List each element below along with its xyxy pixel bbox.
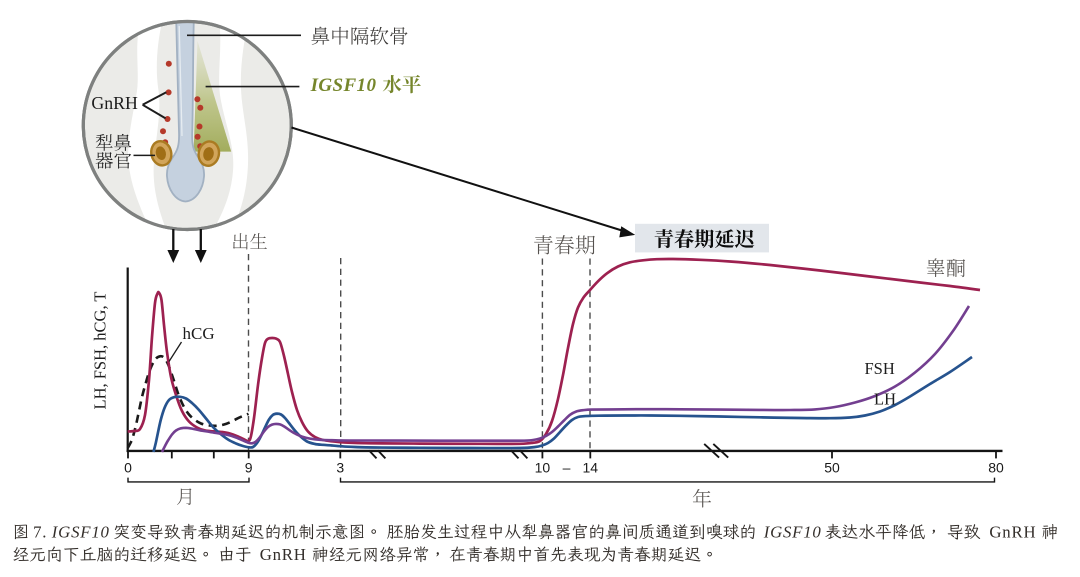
svg-text:14: 14 [583,460,599,476]
svg-text:–: – [563,460,571,476]
svg-text:10: 10 [535,460,551,476]
svg-text:GnRH: GnRH [989,523,1036,542]
svg-text:GnRH: GnRH [91,93,138,113]
svg-text:hCG: hCG [183,324,215,343]
svg-text:LH: LH [874,389,896,408]
svg-text:FSH: FSH [865,359,895,378]
svg-text:3: 3 [336,460,344,476]
svg-text:IGSF10: IGSF10 [310,75,377,96]
svg-text:9: 9 [245,460,253,476]
svg-text:7.: 7. [33,523,47,542]
svg-text:80: 80 [988,460,1004,476]
svg-text:LH, FSH, hCG, T: LH, FSH, hCG, T [91,292,110,410]
svg-text:GnRH: GnRH [260,545,307,564]
svg-text:IGSF10: IGSF10 [763,523,822,542]
svg-text:0: 0 [124,460,132,476]
svg-text:IGSF10: IGSF10 [51,523,110,542]
svg-text:50: 50 [824,460,840,476]
